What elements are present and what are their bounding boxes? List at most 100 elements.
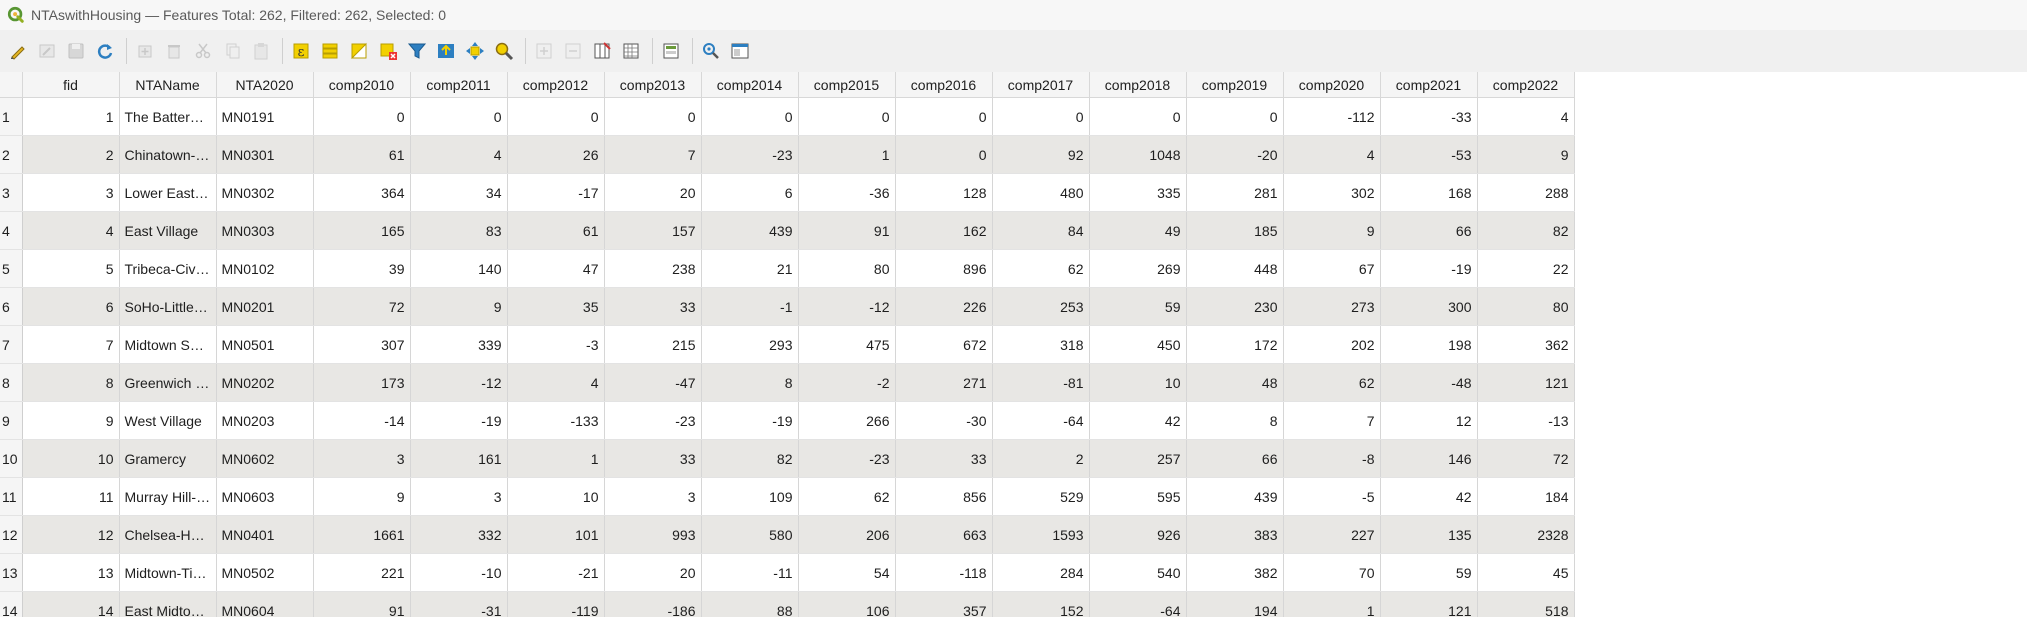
table-cell-comp2019[interactable]: 230 [1186,287,1284,326]
column-header-comp2018[interactable]: comp2018 [1089,72,1187,98]
table-row[interactable]: 22Chinatown-Two…MN0301614267-2310921048-… [0,135,1575,174]
table-cell-ntaname[interactable]: Greenwich Villa… [119,363,217,402]
table-cell-comp2014[interactable]: 21 [701,249,799,288]
column-header-comp2015[interactable]: comp2015 [798,72,896,98]
table-cell-comp2011[interactable]: 339 [410,325,508,364]
table-cell-fid[interactable]: 8 [22,363,120,402]
table-cell-nta2020[interactable]: MN0602 [216,439,314,478]
table-cell-fid[interactable]: 14 [22,591,120,617]
table-cell-comp2015[interactable]: 475 [798,325,896,364]
organize-columns-button[interactable] [590,39,614,63]
attribute-table[interactable]: fid NTAName NTA2020 comp2010 comp2011 comp201… [0,72,2027,617]
table-cell-ntaname[interactable]: East Village [119,211,217,250]
table-cell-comp2013[interactable]: 20 [604,553,702,592]
table-cell-comp2016[interactable]: 856 [895,477,993,516]
table-cell-comp2014[interactable]: 8 [701,363,799,402]
table-cell-comp2011[interactable]: -19 [410,401,508,440]
actions-button[interactable] [699,39,723,63]
table-cell-comp2018[interactable]: 42 [1089,401,1187,440]
table-cell-comp2019[interactable]: 0 [1186,97,1284,136]
table-cell-ntaname[interactable]: Gramercy [119,439,217,478]
table-cell-comp2017[interactable]: -64 [992,401,1090,440]
expression-select-button[interactable]: ε [289,39,313,63]
table-cell-comp2012[interactable]: -3 [507,325,605,364]
row-header[interactable]: 2 [0,135,23,174]
table-cell-comp2021[interactable]: 300 [1380,287,1478,326]
table-cell-nta2020[interactable]: MN0302 [216,173,314,212]
table-cell-ntaname[interactable]: Lower East Side [119,173,217,212]
table-cell-comp2014[interactable]: 82 [701,439,799,478]
column-header-comp2010[interactable]: comp2010 [313,72,411,98]
table-cell-comp2013[interactable]: 993 [604,515,702,554]
table-cell-comp2019[interactable]: 48 [1186,363,1284,402]
row-header[interactable]: 7 [0,325,23,364]
table-cell-comp2011[interactable]: -12 [410,363,508,402]
table-cell-comp2013[interactable]: 33 [604,287,702,326]
table-cell-nta2020[interactable]: MN0501 [216,325,314,364]
table-cell-comp2021[interactable]: -19 [1380,249,1478,288]
table-cell-comp2020[interactable]: 4 [1283,135,1381,174]
table-cell-comp2012[interactable]: 10 [507,477,605,516]
table-cell-comp2022[interactable]: 72 [1477,439,1575,478]
table-cell-comp2020[interactable]: 7 [1283,401,1381,440]
table-cell-comp2020[interactable]: 67 [1283,249,1381,288]
table-cell-comp2018[interactable]: 1048 [1089,135,1187,174]
table-cell-comp2018[interactable]: 595 [1089,477,1187,516]
table-cell-nta2020[interactable]: MN0201 [216,287,314,326]
table-cell-comp2021[interactable]: 168 [1380,173,1478,212]
table-cell-comp2012[interactable]: -17 [507,173,605,212]
table-cell-comp2011[interactable]: 4 [410,135,508,174]
table-cell-comp2017[interactable]: 2 [992,439,1090,478]
table-cell-comp2015[interactable]: 1 [798,135,896,174]
table-cell-comp2021[interactable]: 42 [1380,477,1478,516]
table-cell-comp2010[interactable]: 165 [313,211,411,250]
table-cell-comp2012[interactable]: 1 [507,439,605,478]
table-cell-comp2010[interactable]: -14 [313,401,411,440]
table-cell-comp2014[interactable]: 0 [701,97,799,136]
row-header[interactable]: 13 [0,553,23,592]
table-cell-ntaname[interactable]: SoHo-Little Ital… [119,287,217,326]
field-calculator-button[interactable] [619,39,643,63]
table-cell-comp2022[interactable]: 2328 [1477,515,1575,554]
table-cell-comp2010[interactable]: 364 [313,173,411,212]
table-cell-comp2020[interactable]: 227 [1283,515,1381,554]
row-header[interactable]: 8 [0,363,23,402]
invert-selection-button[interactable] [347,39,371,63]
column-header-comp2017[interactable]: comp2017 [992,72,1090,98]
table-cell-comp2013[interactable]: -47 [604,363,702,402]
table-cell-comp2016[interactable]: 357 [895,591,993,617]
table-cell-comp2014[interactable]: -1 [701,287,799,326]
table-cell-comp2011[interactable]: 3 [410,477,508,516]
table-cell-comp2017[interactable]: 62 [992,249,1090,288]
paste-button[interactable] [249,39,273,63]
table-cell-comp2010[interactable]: 173 [313,363,411,402]
table-cell-comp2021[interactable]: 121 [1380,591,1478,617]
table-cell-comp2019[interactable]: 383 [1186,515,1284,554]
column-header-comp2013[interactable]: comp2013 [604,72,702,98]
table-cell-comp2014[interactable]: 293 [701,325,799,364]
table-cell-comp2014[interactable]: -19 [701,401,799,440]
table-cell-comp2015[interactable]: 106 [798,591,896,617]
table-cell-comp2013[interactable]: 0 [604,97,702,136]
table-cell-fid[interactable]: 6 [22,287,120,326]
table-cell-comp2012[interactable]: -119 [507,591,605,617]
table-row[interactable]: 1212Chelsea-Hudso…MN04011661332101993580… [0,515,1575,554]
table-cell-comp2012[interactable]: 35 [507,287,605,326]
table-cell-nta2020[interactable]: MN0401 [216,515,314,554]
column-header-comp2020[interactable]: comp2020 [1283,72,1381,98]
table-cell-comp2011[interactable]: 9 [410,287,508,326]
table-cell-comp2013[interactable]: 7 [604,135,702,174]
table-cell-fid[interactable]: 9 [22,401,120,440]
table-cell-comp2018[interactable]: 257 [1089,439,1187,478]
table-cell-comp2020[interactable]: 70 [1283,553,1381,592]
table-cell-comp2010[interactable]: 221 [313,553,411,592]
table-cell-comp2020[interactable]: 1 [1283,591,1381,617]
table-cell-comp2012[interactable]: 61 [507,211,605,250]
table-cell-comp2010[interactable]: 91 [313,591,411,617]
table-cell-comp2017[interactable]: 284 [992,553,1090,592]
table-cell-comp2012[interactable]: 101 [507,515,605,554]
